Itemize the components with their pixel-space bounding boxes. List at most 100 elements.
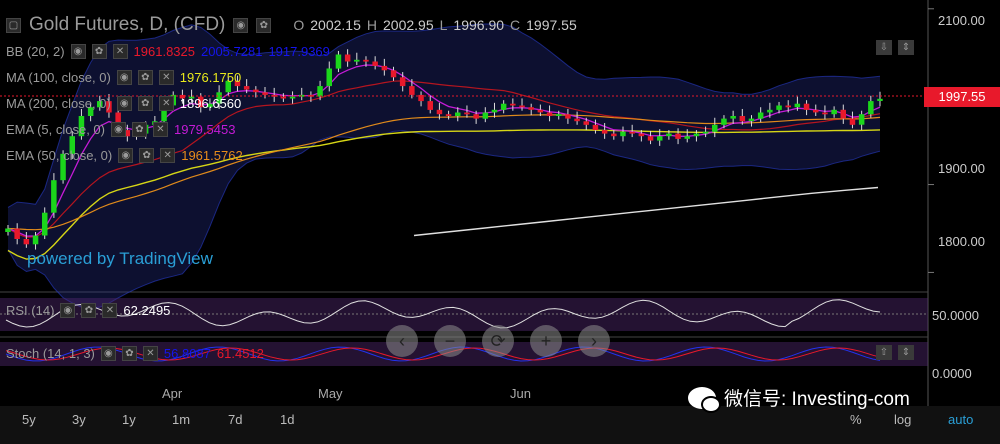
candle-body: [565, 114, 571, 119]
eye-icon[interactable]: ◉: [110, 122, 126, 137]
candle-body: [409, 86, 415, 95]
bollinger-upper-line: [7, 23, 881, 208]
candle-body: [115, 112, 121, 131]
pane-up-down-icon[interactable]: ⇕: [898, 345, 914, 360]
candle-body: [491, 109, 498, 113]
candle-body: [831, 109, 837, 115]
ma100-line: [7, 129, 881, 260]
gear-icon[interactable]: ✿: [121, 346, 137, 361]
collapse-icon[interactable]: ▢: [6, 17, 21, 33]
gear-icon[interactable]: ✿: [81, 303, 97, 318]
range-7d-button[interactable]: 7d: [228, 412, 243, 427]
close-icon[interactable]: ✕: [160, 148, 176, 163]
candle-body: [510, 103, 516, 106]
range-1m-button[interactable]: 1m: [172, 412, 191, 427]
pane-up-icon[interactable]: ⇧: [876, 345, 892, 360]
candle-body: [767, 109, 773, 113]
legend-ema50-value: 1961.5762: [181, 148, 243, 163]
close-icon[interactable]: ✕: [142, 346, 158, 361]
eye-icon[interactable]: ◉: [118, 148, 134, 163]
candle-body: [757, 112, 764, 119]
y-tick-label: 1900.00: [938, 161, 985, 176]
gear-icon[interactable]: ✿: [91, 44, 107, 59]
close-icon[interactable]: ✕: [112, 44, 128, 59]
close-icon[interactable]: ✕: [158, 70, 174, 85]
log-scale-button[interactable]: log: [894, 412, 912, 427]
settings-icon[interactable]: ✿: [256, 17, 272, 33]
candle-body: [354, 59, 360, 62]
candle-body: [198, 96, 204, 108]
eye-icon[interactable]: ◉: [100, 346, 116, 361]
candle-body: [647, 136, 654, 141]
legend-bb[interactable]: BB (20, 2) ◉ ✿ ✕ 1961.8325 2005.7281 1917.…: [6, 44, 330, 59]
candle-body: [243, 86, 250, 90]
legend-ma200[interactable]: MA (200, close, 0) ◉ ✿ ✕ 1896.6560: [6, 96, 241, 111]
eye-icon[interactable]: ◉: [116, 70, 132, 85]
candle-body: [216, 92, 222, 104]
candle-body: [537, 109, 544, 113]
watermark: 微信号: Investing-com: [688, 384, 910, 413]
rsi-line: [5, 299, 881, 329]
gear-icon[interactable]: ✿: [137, 70, 153, 85]
visibility-icon[interactable]: ◉: [233, 17, 249, 33]
legend-ema50[interactable]: EMA (50, close, 0) ◉ ✿ ✕ 1961.5762: [6, 148, 243, 163]
legend-rsi-value: 62.2495: [123, 303, 171, 318]
percent-scale-button[interactable]: %: [850, 412, 862, 427]
legend-bb-value-3: 1917.9369: [268, 44, 330, 59]
candle-body: [638, 133, 645, 137]
x-tick-label: Apr: [162, 386, 183, 401]
candle-body: [546, 112, 553, 116]
eye-icon[interactable]: ◉: [116, 96, 132, 111]
candle-body: [556, 114, 562, 116]
close-key: C: [510, 17, 521, 33]
pane-up-down-icon[interactable]: ⇕: [898, 40, 914, 55]
legend-ma200-value: 1896.6560: [179, 96, 242, 111]
auto-scale-button[interactable]: auto: [948, 412, 974, 427]
gear-icon[interactable]: ✿: [131, 122, 147, 137]
candle-body: [464, 112, 470, 115]
candle-body: [675, 133, 681, 139]
chart-title: Gold Futures, D, (CFD): [29, 14, 226, 35]
candle-body: [234, 80, 241, 87]
eye-icon[interactable]: ◉: [70, 44, 86, 59]
candle-body: [601, 130, 608, 134]
legend-stoch-name: Stoch (14, 1, 3): [6, 346, 95, 361]
x-tick-label: May: [318, 386, 343, 401]
candle-body: [822, 112, 828, 115]
candle-body: [271, 94, 277, 97]
candle-body: [78, 116, 85, 137]
range-3y-button[interactable]: 3y: [72, 412, 86, 427]
range-1y-button[interactable]: 1y: [122, 412, 136, 427]
high-key: H: [366, 17, 377, 33]
range-1d-button[interactable]: 1d: [280, 412, 295, 427]
legend-ema5[interactable]: EMA (5, close, 0) ◉ ✿ ✕ 1979.5453: [6, 122, 235, 137]
zoom-out-button[interactable]: −: [434, 325, 466, 357]
eye-icon[interactable]: ◉: [60, 303, 76, 318]
close-icon[interactable]: ✕: [152, 122, 168, 137]
candle-body: [721, 118, 727, 125]
powered-by-label[interactable]: powered by TradingView: [27, 249, 213, 268]
move-down-icon[interactable]: ⇩: [876, 40, 892, 55]
gear-icon[interactable]: ✿: [137, 96, 153, 111]
legend-stoch[interactable]: Stoch (14, 1, 3) ◉ ✿ ✕ 56.8087 61.4512: [6, 346, 264, 361]
candle-body: [730, 116, 736, 119]
legend-bb-value-2: 2005.7281: [200, 44, 263, 59]
candle-body: [693, 133, 700, 137]
legend-rsi[interactable]: RSI (14) ◉ ✿ ✕ 62.2495: [6, 303, 170, 318]
bollinger-lower-line: [7, 130, 881, 309]
close-icon[interactable]: ✕: [158, 96, 174, 111]
candle-body: [620, 131, 626, 137]
last-price-tag: 1997.55: [924, 87, 1000, 107]
scroll-left-button[interactable]: ‹: [386, 325, 418, 357]
close-icon[interactable]: ✕: [102, 303, 118, 318]
range-5y-button[interactable]: 5y: [22, 412, 36, 427]
candle-body: [97, 101, 103, 108]
legend-ma100[interactable]: MA (100, close, 0) ◉ ✿ ✕ 1976.1750: [6, 70, 241, 85]
reset-button[interactable]: ⟳: [482, 325, 514, 357]
gear-icon[interactable]: ✿: [139, 148, 155, 163]
scroll-right-button[interactable]: ›: [578, 325, 610, 357]
zoom-in-button[interactable]: +: [530, 325, 562, 357]
low-key: L: [439, 17, 448, 33]
high-value: 2002.95: [383, 17, 434, 33]
